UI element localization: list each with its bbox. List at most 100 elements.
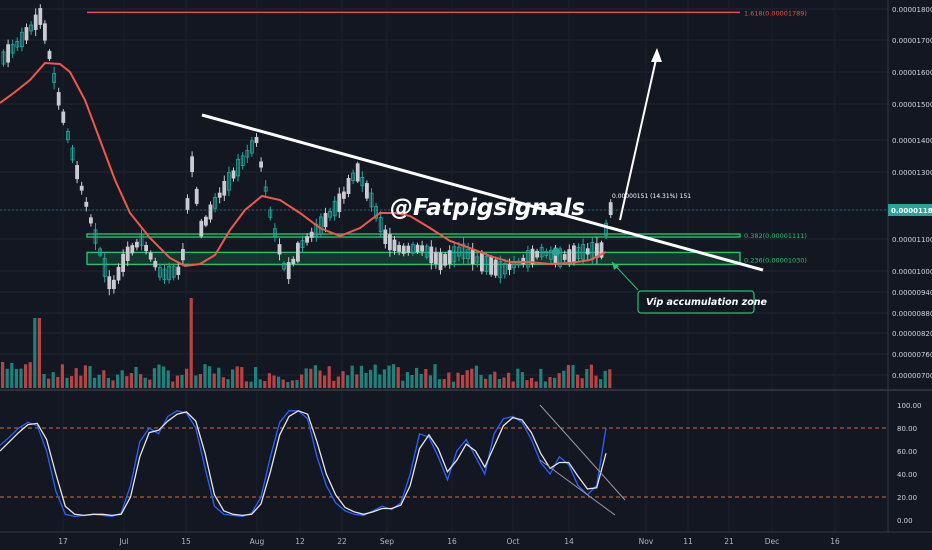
candle-body xyxy=(466,248,471,260)
zone-pointer-head xyxy=(612,262,619,270)
volume-bar xyxy=(520,372,524,388)
volume-bar xyxy=(277,376,281,388)
candle-body xyxy=(47,50,52,60)
volume-bar xyxy=(451,381,455,388)
candle-body xyxy=(277,244,282,255)
candle-body xyxy=(112,279,116,289)
candle-body xyxy=(249,140,254,154)
candle-body xyxy=(157,266,162,278)
candle-body xyxy=(364,183,369,199)
price-tick-label: 0.00001400 xyxy=(892,137,932,145)
volume-bar xyxy=(51,372,55,388)
volume-bar xyxy=(401,380,405,388)
candle-body xyxy=(148,252,153,260)
stoch-tick-label: 40.00 xyxy=(897,471,917,479)
candle-body xyxy=(79,185,84,191)
volume-bar xyxy=(341,371,345,388)
volume-bar xyxy=(139,374,143,388)
candle-body xyxy=(567,249,572,263)
volume-bar xyxy=(19,368,23,388)
candle-body xyxy=(535,250,539,258)
volume-bar xyxy=(396,367,400,388)
candle-body xyxy=(176,266,181,275)
stochastic-pane xyxy=(0,404,888,518)
stoch-tick-label: 20.00 xyxy=(897,494,917,502)
time-tick-label: 22 xyxy=(337,537,347,546)
candle-body xyxy=(351,172,356,181)
price-axis[interactable]: 0.00 20.00 40.00 60.00 80.00 100.00 0.00000700… xyxy=(892,6,932,525)
candle-body xyxy=(75,165,79,180)
candle-body xyxy=(33,14,38,30)
volume-bar xyxy=(162,366,166,388)
volume-bar xyxy=(387,365,391,388)
candles xyxy=(1,4,613,296)
candle-body xyxy=(604,222,608,236)
price-tick-label: 0.00001700 xyxy=(892,37,932,45)
volume-bar xyxy=(313,365,317,388)
candle-body xyxy=(355,163,360,182)
volume-bar xyxy=(484,378,488,388)
candle-body xyxy=(167,265,172,281)
volume-bar xyxy=(116,374,120,388)
candle-body xyxy=(374,205,379,219)
volume-bar xyxy=(120,370,124,388)
candle-body xyxy=(98,248,102,256)
volume-bar xyxy=(42,374,46,388)
volume-bar xyxy=(74,368,78,388)
candle-body xyxy=(282,262,287,270)
volume-bar xyxy=(364,373,368,388)
volume-bar xyxy=(405,372,409,388)
volume-bar xyxy=(323,375,327,388)
candle-body xyxy=(107,276,112,290)
time-tick-label: 12 xyxy=(295,537,305,546)
volume-bar xyxy=(502,377,506,388)
volume-bar xyxy=(272,375,276,388)
time-tick-label: 16 xyxy=(830,537,840,546)
fib-label-1618: 1.618(0.00001789) xyxy=(744,9,807,17)
volume-bar xyxy=(106,377,110,388)
volume-bar xyxy=(378,374,382,388)
volume-bar xyxy=(530,377,534,388)
volume-bar xyxy=(300,374,304,388)
zone-label: Vip accumulation zone xyxy=(646,297,768,308)
candle-body xyxy=(10,44,15,54)
candle-body xyxy=(19,31,24,48)
volume-bar xyxy=(33,318,37,388)
fib-label-0382: 0.382(0.00001111) xyxy=(744,232,807,240)
volume-bar xyxy=(382,369,386,388)
volume-bar xyxy=(295,380,299,388)
volume-bar xyxy=(1,361,5,388)
volume-bar xyxy=(507,372,511,388)
volume-bar xyxy=(231,369,235,388)
volume-bar xyxy=(539,368,543,388)
price-tick-label: 0.00000760 xyxy=(892,351,932,359)
volume-bar xyxy=(24,364,28,388)
candle-body xyxy=(526,250,530,268)
trendline xyxy=(201,113,764,272)
candle-body xyxy=(438,252,443,271)
volume-bar xyxy=(134,366,138,388)
price-tick-label: 0.00000820 xyxy=(892,330,932,338)
candle-body xyxy=(217,192,222,198)
volume-bar xyxy=(235,366,239,388)
price-tick-label: 0.00000700 xyxy=(892,372,932,380)
volume-bar xyxy=(28,362,32,388)
volume-bar xyxy=(479,374,483,388)
candle-body xyxy=(236,158,241,177)
candle-body xyxy=(323,212,328,228)
volume-bar xyxy=(5,368,9,388)
volume-bar xyxy=(166,370,170,388)
time-axis[interactable]: 17 Jul 15 Aug 12 22 Sep 16 Oct 14 Nov 11 21 Dec 16 xyxy=(58,537,840,546)
time-tick-label: 11 xyxy=(683,537,693,546)
marker-dot xyxy=(552,248,560,256)
candle-body xyxy=(406,245,411,253)
volume-bar xyxy=(562,370,566,388)
stoch-channel-top xyxy=(539,404,626,501)
candle-body xyxy=(489,257,494,275)
price-tick-label: 0.00000940 xyxy=(892,289,932,297)
volume-bar xyxy=(355,374,359,388)
candle-body xyxy=(300,240,305,248)
volume-bar xyxy=(97,374,101,388)
volume-bar xyxy=(580,378,584,388)
